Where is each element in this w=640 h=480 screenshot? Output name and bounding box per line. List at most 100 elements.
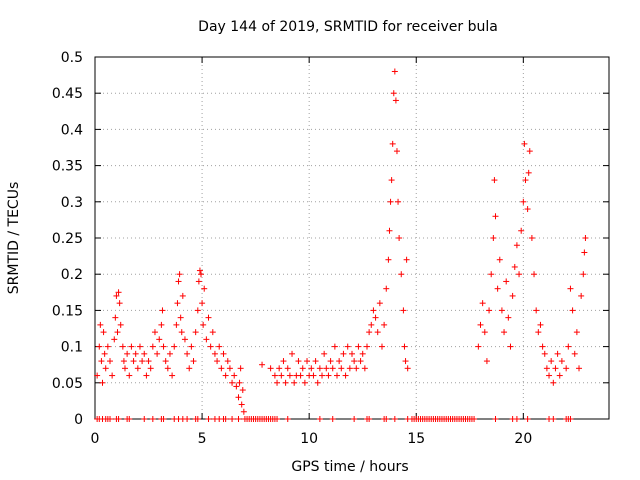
data-point xyxy=(503,278,510,285)
data-point xyxy=(96,343,103,350)
data-point xyxy=(158,321,165,328)
data-point xyxy=(576,365,583,372)
data-points xyxy=(94,68,589,422)
data-point xyxy=(176,271,183,278)
data-point xyxy=(539,343,546,350)
data-point xyxy=(513,416,520,422)
data-point xyxy=(488,271,495,278)
data-point xyxy=(238,401,245,408)
data-point xyxy=(548,358,555,365)
data-point xyxy=(370,307,377,314)
data-point xyxy=(558,358,565,365)
data-point xyxy=(278,372,285,379)
data-point xyxy=(240,408,247,415)
y-tick-label: 0.2 xyxy=(61,267,83,283)
data-point xyxy=(389,140,396,147)
data-point xyxy=(533,307,540,314)
data-point xyxy=(567,416,574,422)
data-point xyxy=(112,314,119,321)
data-point xyxy=(98,358,105,365)
data-point xyxy=(386,227,393,234)
data-point xyxy=(312,358,319,365)
data-point xyxy=(403,256,410,263)
y-tick-label: 0.45 xyxy=(52,86,83,102)
data-point xyxy=(128,343,135,350)
data-point xyxy=(355,343,362,350)
data-point xyxy=(97,321,104,328)
data-point xyxy=(319,372,326,379)
data-point xyxy=(160,343,167,350)
data-point xyxy=(181,336,188,343)
data-point xyxy=(121,365,128,372)
data-point xyxy=(580,271,587,278)
data-point xyxy=(169,372,176,379)
data-point xyxy=(526,148,533,155)
data-point xyxy=(492,416,499,422)
data-point xyxy=(398,271,405,278)
data-point xyxy=(509,292,516,299)
data-point xyxy=(101,350,108,357)
data-point xyxy=(178,329,185,336)
data-point xyxy=(282,379,289,386)
data-point xyxy=(402,358,409,365)
data-point xyxy=(286,372,293,379)
data-point xyxy=(327,358,334,365)
y-tick-label: 0.25 xyxy=(52,231,83,247)
data-point xyxy=(528,235,535,241)
data-point xyxy=(543,365,550,372)
data-point xyxy=(214,358,221,365)
data-point xyxy=(374,329,381,336)
data-point xyxy=(141,350,148,357)
data-point xyxy=(368,321,375,328)
data-point xyxy=(207,343,214,350)
y-tick-label: 0.1 xyxy=(61,340,83,356)
data-point xyxy=(395,198,402,205)
data-point xyxy=(490,235,497,241)
data-point xyxy=(274,379,281,386)
data-point xyxy=(525,169,532,176)
data-point xyxy=(563,365,570,372)
data-point xyxy=(372,314,379,321)
data-point xyxy=(359,350,366,357)
data-point xyxy=(511,263,518,270)
data-point xyxy=(113,292,120,299)
data-point xyxy=(164,365,171,372)
y-tick-label: 0.4 xyxy=(61,122,83,138)
data-point xyxy=(154,350,161,357)
x-tick-label: 15 xyxy=(407,431,425,447)
data-point xyxy=(565,343,572,350)
data-point xyxy=(366,416,373,422)
data-point xyxy=(201,285,208,292)
data-point xyxy=(396,235,403,241)
chart-title: Day 144 of 2019, SRMTID for receiver bul… xyxy=(198,19,498,35)
y-tick-label: 0.5 xyxy=(61,50,83,66)
data-point xyxy=(349,350,355,357)
data-point xyxy=(132,350,139,357)
data-point xyxy=(291,379,298,386)
data-point xyxy=(184,350,191,357)
data-point xyxy=(199,300,206,307)
data-point xyxy=(301,379,308,386)
data-point xyxy=(115,416,122,422)
data-point xyxy=(513,242,520,249)
data-point xyxy=(573,329,580,336)
data-point xyxy=(284,365,291,372)
data-point xyxy=(109,372,116,379)
data-point xyxy=(100,329,107,336)
data-point xyxy=(357,358,364,365)
data-point xyxy=(222,416,229,422)
data-point xyxy=(552,365,559,372)
data-point xyxy=(192,329,199,336)
data-point xyxy=(173,321,180,328)
data-point xyxy=(381,321,388,328)
data-point xyxy=(116,300,123,307)
data-point xyxy=(344,343,351,350)
data-point xyxy=(556,372,563,379)
data-point xyxy=(226,365,233,372)
data-point xyxy=(498,307,505,314)
data-point xyxy=(383,285,390,292)
data-point xyxy=(336,358,343,365)
data-point xyxy=(160,416,167,422)
data-point xyxy=(481,329,488,336)
data-point xyxy=(393,148,400,155)
